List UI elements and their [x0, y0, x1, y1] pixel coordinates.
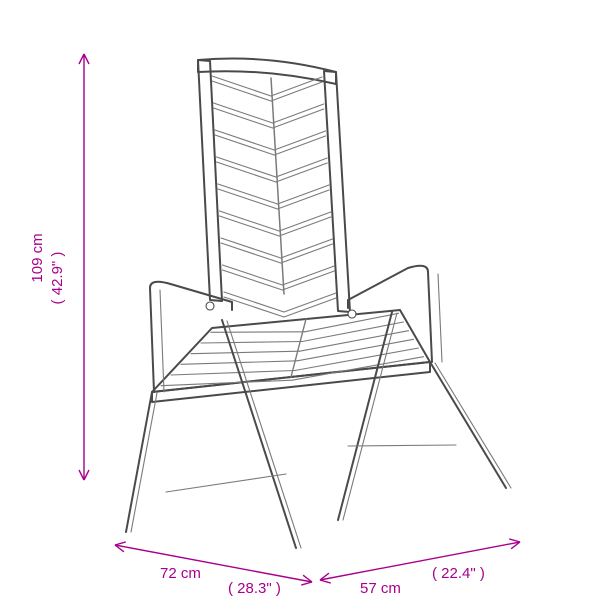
depth-in-label: ( 28.3" ): [228, 580, 281, 597]
chair-illustration: [126, 59, 511, 549]
width-in-label: ( 22.4" ): [432, 565, 485, 582]
dimension-diagram: 109 cm( 42.9" ) 72 cm ( 28.3" ) 57 cm ( 22.4…: [0, 0, 600, 600]
height-cm-label: 109 cm: [29, 233, 46, 282]
height-in-label: ( 42.9" ): [49, 252, 66, 305]
depth-cm-label: 72 cm: [160, 565, 201, 582]
width-cm-label: 57 cm: [360, 580, 401, 597]
